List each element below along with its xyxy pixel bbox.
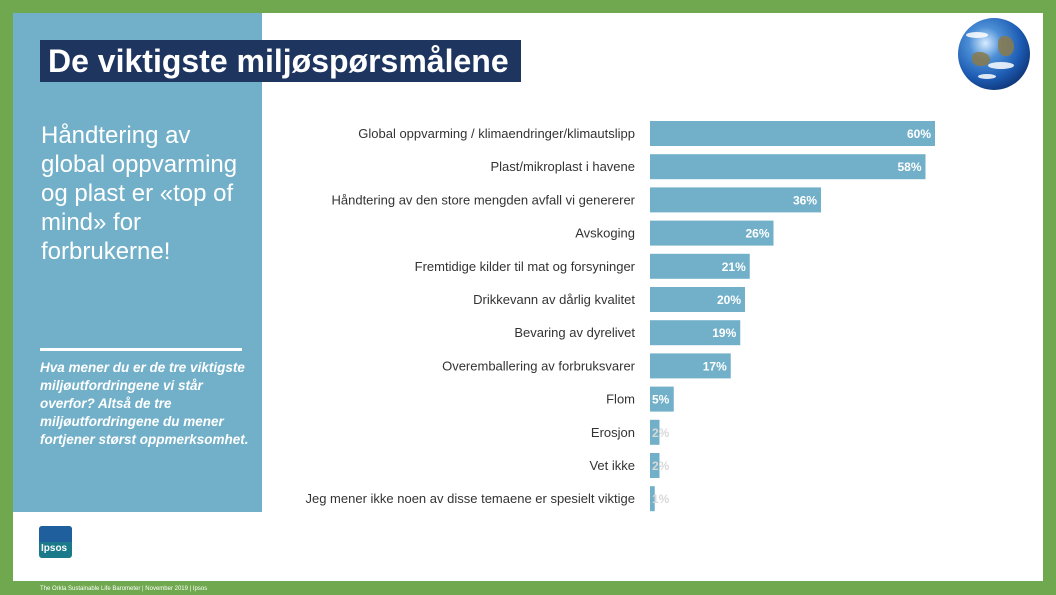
bar bbox=[650, 486, 655, 512]
bar bbox=[650, 453, 660, 478]
category-label: Overemballering av forbruksvarer bbox=[442, 358, 636, 373]
value-label: 21% bbox=[722, 260, 746, 274]
value-label: 2% bbox=[652, 426, 670, 440]
logo-text: Ipsos bbox=[41, 543, 68, 554]
bar bbox=[650, 253, 750, 279]
category-label: Vet ikke bbox=[589, 458, 635, 473]
value-label: 20% bbox=[717, 293, 741, 307]
value-label: 58% bbox=[897, 160, 921, 174]
value-label: 5% bbox=[652, 393, 670, 407]
bar bbox=[650, 320, 741, 346]
title-box: De viktigste miljøspørsmålene bbox=[40, 40, 521, 82]
value-label: 1% bbox=[652, 492, 670, 506]
slide: Håndtering av global oppvarming og plast… bbox=[13, 13, 1043, 581]
category-label: Flom bbox=[606, 392, 635, 407]
category-label: Avskoging bbox=[575, 226, 635, 241]
value-label: 2% bbox=[652, 459, 670, 473]
value-label: 17% bbox=[703, 359, 727, 373]
bar-chart: Global oppvarming / klimaendringer/klima… bbox=[305, 121, 935, 512]
bar bbox=[650, 287, 745, 312]
sidebar-panel: Håndtering av global oppvarming og plast… bbox=[13, 13, 262, 512]
footer-text: The Orkla Sustainable Life Barometer | N… bbox=[40, 586, 208, 592]
bar bbox=[650, 121, 935, 146]
bar bbox=[650, 187, 821, 213]
category-label: Drikkevann av dårlig kvalitet bbox=[473, 292, 635, 307]
bar bbox=[650, 154, 926, 180]
globe-icon bbox=[958, 18, 1030, 90]
value-label: 60% bbox=[907, 127, 931, 141]
category-label: Jeg mener ikke noen av disse temaene er … bbox=[305, 491, 635, 506]
value-label: 26% bbox=[745, 227, 769, 241]
value-label: 19% bbox=[712, 326, 736, 340]
category-label: Håndtering av den store mengden avfall v… bbox=[331, 192, 635, 207]
divider bbox=[40, 348, 242, 351]
bar bbox=[650, 353, 731, 379]
ipsos-logo: Ipsos bbox=[39, 526, 72, 558]
value-label: 36% bbox=[793, 193, 817, 207]
category-label: Plast/mikroplast i havene bbox=[490, 159, 635, 174]
category-label: Fremtidige kilder til mat og forsyninger bbox=[415, 259, 636, 274]
logo-accent bbox=[39, 526, 72, 542]
bar bbox=[650, 386, 674, 412]
headline: Håndtering av global oppvarming og plast… bbox=[41, 122, 238, 265]
bar bbox=[650, 220, 774, 246]
slide-title: De viktigste miljøspørsmålene bbox=[48, 43, 509, 79]
bar bbox=[650, 419, 660, 445]
category-label: Erosjon bbox=[591, 425, 635, 440]
category-label: Global oppvarming / klimaendringer/klima… bbox=[358, 126, 635, 141]
survey-question: Hva mener du er de tre viktigste miljøut… bbox=[40, 360, 249, 447]
category-label: Bevaring av dyrelivet bbox=[514, 325, 635, 340]
